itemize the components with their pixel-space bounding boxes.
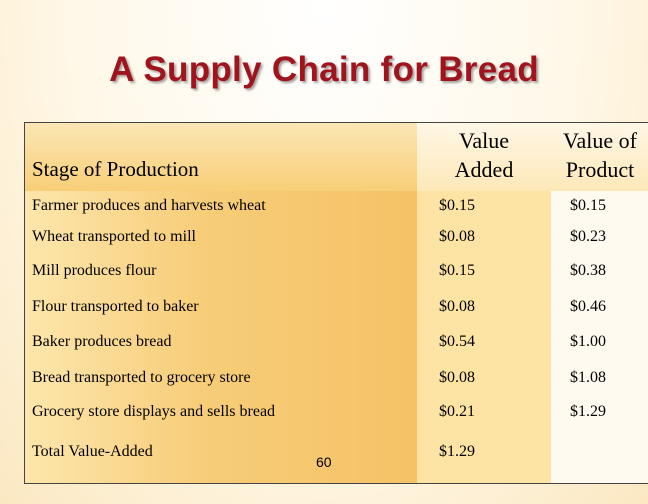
row-value-added: $0.15 — [439, 197, 475, 214]
header-added-cell: Value Added — [417, 123, 551, 191]
row-value-added: $0.08 — [439, 228, 475, 245]
row-value-of-product: $0.15 — [570, 197, 606, 214]
row-stage: Farmer produces and harvests wheat — [32, 197, 266, 214]
table-total-row: Total Value-Added $1.29 — [25, 433, 648, 483]
slide-title: A Supply Chain for Bread — [109, 50, 539, 89]
header-stage-label: Stage of Production — [32, 157, 199, 181]
row-value-of-product: $0.38 — [570, 262, 606, 279]
row-stage: Baker produces bread — [32, 333, 172, 350]
row-value-added: $0.08 — [439, 298, 475, 315]
table-row: Mill produces flour $0.15 $0.38 — [25, 255, 648, 292]
table-header: Stage of Production Value Added Value of… — [25, 123, 648, 191]
page-number: 60 — [316, 454, 332, 470]
row-value-of-product: $0.23 — [570, 228, 606, 245]
table-row: Grocery store displays and sells bread $… — [25, 397, 648, 434]
row-stage: Wheat transported to mill — [32, 228, 196, 245]
row-value-added: $0.08 — [439, 369, 475, 386]
table-row: Flour transported to baker $0.08 $0.46 — [25, 291, 648, 328]
row-stage: Mill produces flour — [32, 262, 157, 279]
row-value-of-product: $1.08 — [570, 369, 606, 386]
header-product-line1: Value of — [563, 128, 637, 153]
header-added-label: Value Added — [417, 126, 551, 184]
total-value-added: $1.29 — [439, 443, 475, 460]
row-value-of-product: $1.00 — [570, 333, 606, 350]
header-product-cell: Value of Product — [551, 123, 648, 191]
table-row: Baker produces bread $0.54 $1.00 — [25, 327, 648, 363]
header-product-label: Value of Product — [551, 126, 648, 184]
row-stage: Grocery store displays and sells bread — [32, 403, 276, 420]
row-stage: Bread transported to grocery store — [32, 369, 251, 386]
row-value-of-product: $1.29 — [570, 403, 606, 420]
table-row: Bread transported to grocery store $0.08… — [25, 362, 648, 398]
table-row: Wheat transported to mill $0.08 $0.23 — [25, 223, 648, 256]
row-stage: Flour transported to baker — [32, 298, 199, 315]
table-row: Farmer produces and harvests wheat $0.15… — [25, 191, 648, 224]
header-stage-cell: Stage of Production — [25, 123, 417, 191]
total-stage-label: Total Value-Added — [32, 443, 153, 460]
row-value-added: $0.54 — [439, 333, 475, 350]
supply-chain-table: Stage of Production Value Added Value of… — [24, 122, 648, 484]
header-product-line2: Product — [565, 157, 635, 182]
row-value-of-product: $0.46 — [570, 298, 606, 315]
row-value-added: $0.15 — [439, 262, 475, 279]
header-added-line1: Value — [458, 128, 510, 153]
header-added-line2: Added — [454, 157, 514, 182]
row-value-added: $0.21 — [439, 403, 475, 420]
